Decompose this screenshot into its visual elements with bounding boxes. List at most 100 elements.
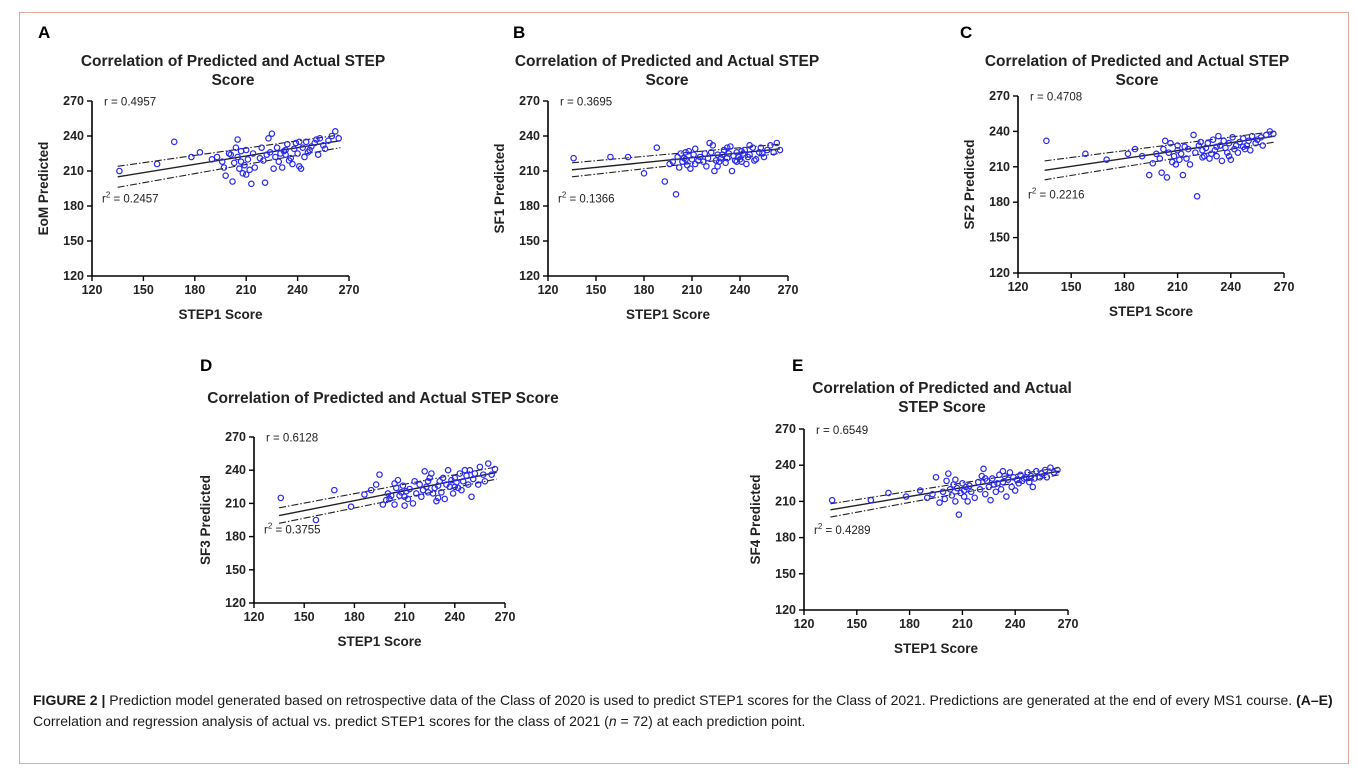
chart-title-line: Correlation of Predicted and Actual STEP [81,53,385,70]
data-point [316,135,324,142]
y-tick-label: 240 [225,463,246,477]
data-point [289,160,296,168]
data-point [387,492,395,499]
data-point [743,160,750,168]
data-point [248,180,255,188]
data-point [1036,473,1044,481]
caption-text: Prediction model generated based on retr… [105,692,1297,708]
x-tick-label: 210 [236,283,257,297]
x-tick-label: 180 [344,610,365,624]
r2-annotation: r2 = 0.2457 [102,191,159,206]
data-point [1213,152,1220,160]
data-point [1257,134,1265,141]
data-point [188,153,195,161]
data-point [717,154,725,162]
data-point [952,476,959,483]
data-point [624,153,632,161]
y-tick-label: 210 [519,164,540,178]
data-point [763,146,771,154]
data-point [488,471,495,478]
data-point [1170,152,1178,160]
y-tick-label: 180 [989,195,1010,209]
data-point [1207,150,1215,158]
data-point [675,164,683,171]
y-tick-label: 240 [63,129,84,143]
data-point [1197,138,1204,146]
panel-letter: E [792,356,803,375]
x-tick-label: 120 [1008,280,1029,294]
y-tick-label: 270 [775,422,796,436]
data-point [1165,149,1173,156]
data-point [943,477,950,485]
data-point [1043,473,1051,481]
data-point [1161,137,1169,145]
y-tick-label: 180 [225,530,246,544]
data-point [237,147,245,155]
data-point [406,485,413,493]
data-point [1245,137,1252,145]
data-point [1082,150,1089,158]
data-point [971,494,979,502]
data-point [196,149,204,156]
data-point [1216,142,1224,149]
data-point [699,158,707,165]
data-point [1190,131,1197,139]
data-point [459,477,467,485]
data-point [1204,139,1212,147]
chart-title-line: Correlation of Predicted and Actual STEP [515,53,819,70]
data-point [1218,157,1226,165]
data-point [170,138,178,146]
data-point [962,483,970,491]
data-point [682,149,689,156]
data-point [268,130,276,137]
data-point [751,157,758,164]
data-point [416,481,423,488]
y-tick-label: 270 [225,430,246,444]
x-tick-label: 180 [634,283,655,297]
data-point [461,466,469,474]
x-tick-label: 270 [1058,617,1079,631]
r-annotation: r = 0.6128 [266,432,318,444]
data-point [296,138,303,146]
x-tick-label: 120 [244,610,265,624]
data-point [439,474,447,482]
y-axis-label: SF1 Predicted [492,143,507,233]
data-point [1184,145,1192,153]
data-point [1004,476,1012,483]
data-point [1025,478,1033,486]
y-tick-label: 240 [775,458,796,472]
data-point [312,516,320,524]
data-point [434,494,442,502]
data-point [1239,135,1247,142]
chart-title-line: Score [1115,72,1158,89]
x-tick-label: 120 [794,617,815,631]
x-tick-label: 240 [287,283,308,297]
data-point [284,140,291,148]
data-point [234,136,241,143]
data-point [278,164,286,171]
data-point [1153,150,1160,158]
data-point [980,465,987,473]
data-point [570,154,577,162]
data-point [258,144,265,151]
x-tick-label: 180 [184,283,205,297]
data-point [1138,152,1146,160]
data-point [960,487,968,494]
data-point [1054,466,1061,474]
data-point [776,146,784,154]
data-point [273,144,281,151]
data-point [306,146,313,154]
data-point [401,493,408,501]
data-point [902,493,910,500]
data-point [661,178,669,185]
data-point [1156,155,1164,162]
x-tick-label: 210 [1167,280,1188,294]
y-tick-label: 150 [989,231,1010,245]
data-point [989,475,996,482]
data-point [960,493,968,500]
data-point [1179,171,1187,179]
x-tick-label: 210 [682,283,703,297]
data-point [683,161,691,169]
data-point [449,490,457,497]
data-point [707,149,715,156]
